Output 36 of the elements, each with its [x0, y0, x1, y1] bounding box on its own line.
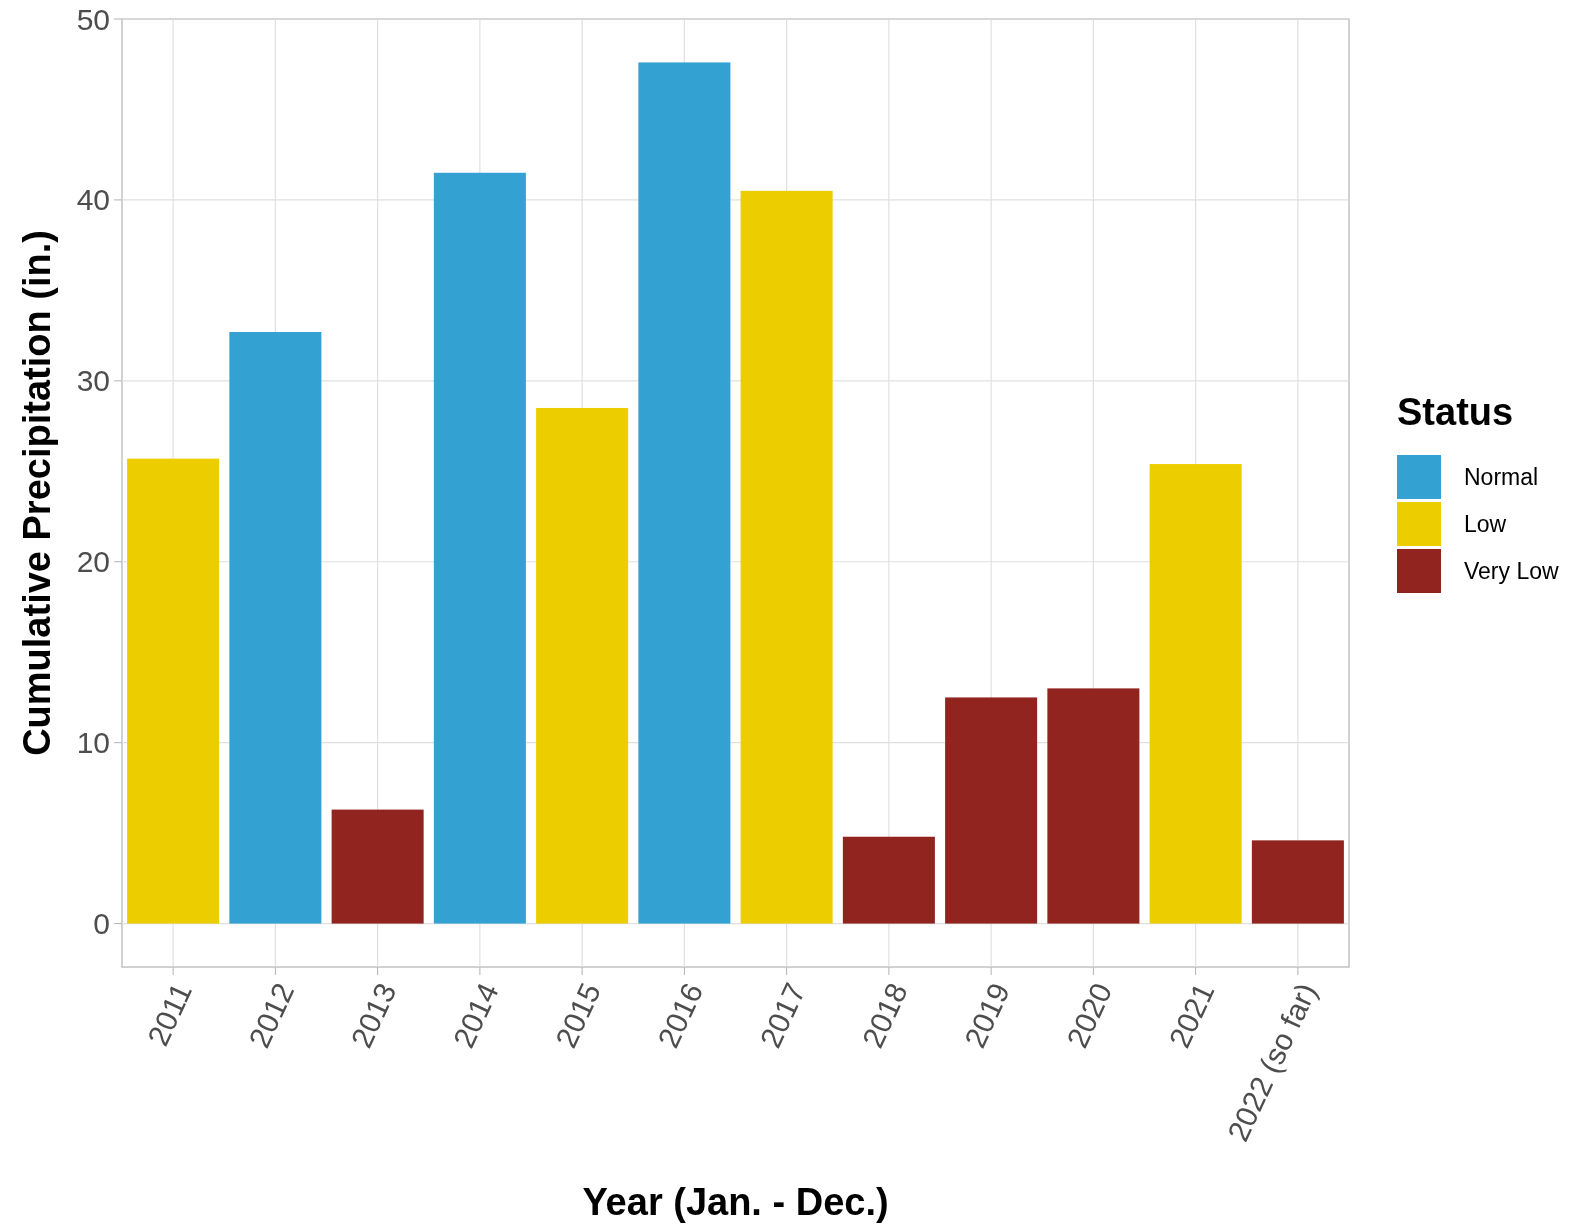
x-tick-label: 2015 — [548, 978, 608, 1053]
x-tick-label: 2019 — [957, 978, 1017, 1053]
x-tick-label: 2013 — [344, 978, 403, 1053]
legend-title: Status — [1397, 391, 1514, 433]
y-tick-label: 10 — [76, 726, 110, 760]
bar — [842, 836, 935, 924]
x-tick-label: 2020 — [1060, 978, 1119, 1053]
bar — [331, 809, 424, 924]
y-tick-label: 40 — [76, 183, 110, 217]
x-tick-label: 2016 — [651, 978, 710, 1053]
legend-label: Very Low — [1464, 558, 1559, 585]
bar — [1149, 464, 1242, 924]
x-axis-title: Year (Jan. - Dec.) — [582, 1181, 889, 1223]
bar — [638, 62, 731, 924]
bar — [945, 697, 1038, 924]
bar — [536, 407, 629, 924]
x-tick-label: 2017 — [753, 978, 812, 1053]
y-tick-label: 20 — [76, 545, 110, 579]
y-axis-title: Cumulative Precipitation (in.) — [16, 230, 58, 756]
bar — [229, 331, 322, 924]
bar — [1047, 688, 1140, 924]
x-tick-label: 2021 — [1162, 978, 1221, 1053]
x-tick-label: 2011 — [140, 978, 199, 1051]
x-tick-label: 2014 — [446, 978, 505, 1053]
legend-label: Normal — [1464, 464, 1539, 491]
y-tick-label: 0 — [93, 907, 110, 941]
y-tick-label: 30 — [76, 364, 110, 398]
bar — [740, 190, 833, 924]
legend-label: Low — [1464, 511, 1507, 538]
bar — [1251, 840, 1344, 924]
x-tick-label: 2018 — [855, 978, 914, 1053]
x-tick-label: 2022 (so far) — [1221, 978, 1323, 1147]
x-tick-label: 2012 — [242, 978, 301, 1053]
bar — [127, 458, 220, 924]
y-tick-label: 50 — [76, 2, 110, 36]
bar — [433, 172, 526, 924]
